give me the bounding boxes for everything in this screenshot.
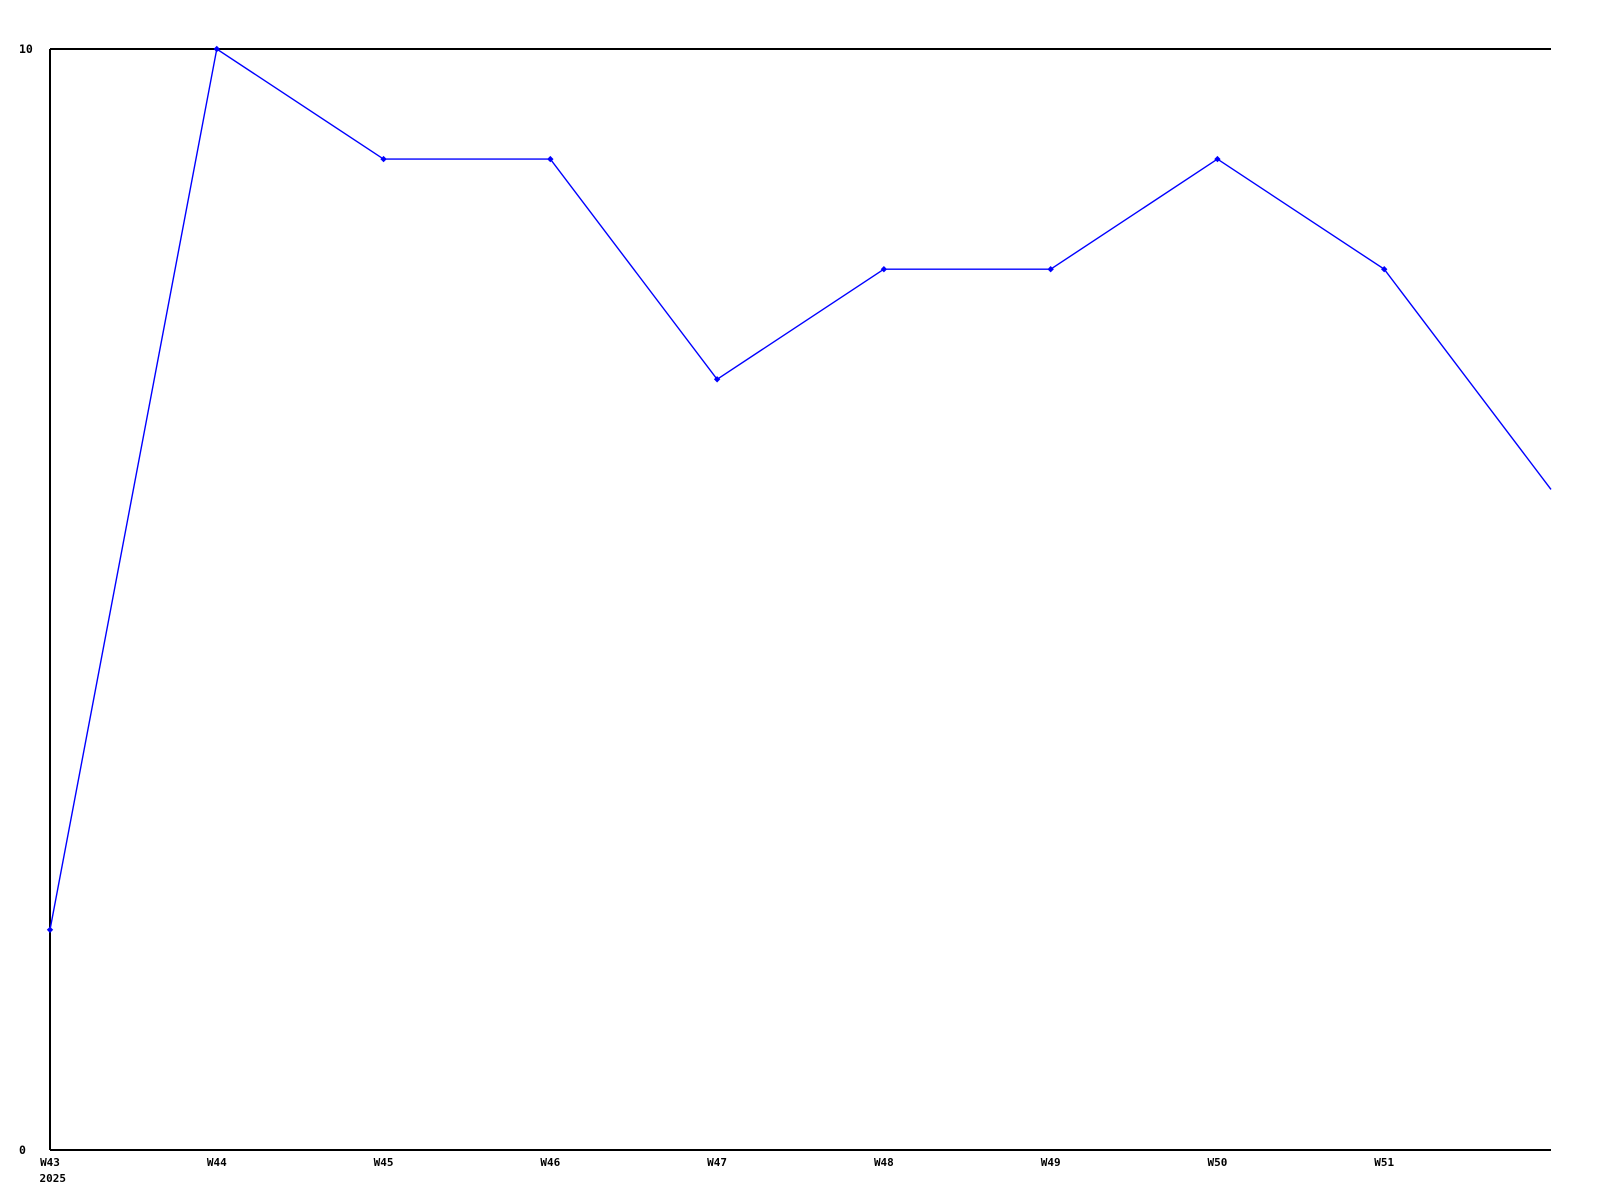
- x-axis-label-w51: W51: [1374, 1156, 1394, 1169]
- data-point-marker: [380, 155, 387, 163]
- data-point-marker: [213, 45, 220, 53]
- year-label: 2025: [40, 1172, 67, 1185]
- x-axis-label-w43: W43: [40, 1156, 60, 1169]
- x-axis-label-w44: W44: [207, 1156, 227, 1169]
- data-point-marker: [1381, 266, 1388, 273]
- x-axis-label-w50: W50: [1208, 1156, 1228, 1169]
- y-axis-label-min: 0: [19, 1143, 26, 1157]
- data-point-marker: [1214, 155, 1221, 163]
- x-axis-label-w49: W49: [1041, 1156, 1061, 1169]
- data-point-marker: [1047, 266, 1054, 273]
- x-axis-label-w47: W47: [707, 1156, 727, 1169]
- y-axis-label-max: 10: [19, 42, 33, 56]
- x-axis-label-w48: W48: [874, 1156, 894, 1169]
- data-point-marker: [713, 376, 721, 383]
- data-line: [49, 47, 1552, 930]
- data-point-marker: [880, 266, 888, 273]
- x-axis-label-w46: W46: [540, 1156, 560, 1169]
- data-point-marker: [547, 155, 554, 163]
- data-point-marker: [46, 926, 54, 933]
- x-axis-label-w45: W45: [374, 1156, 394, 1169]
